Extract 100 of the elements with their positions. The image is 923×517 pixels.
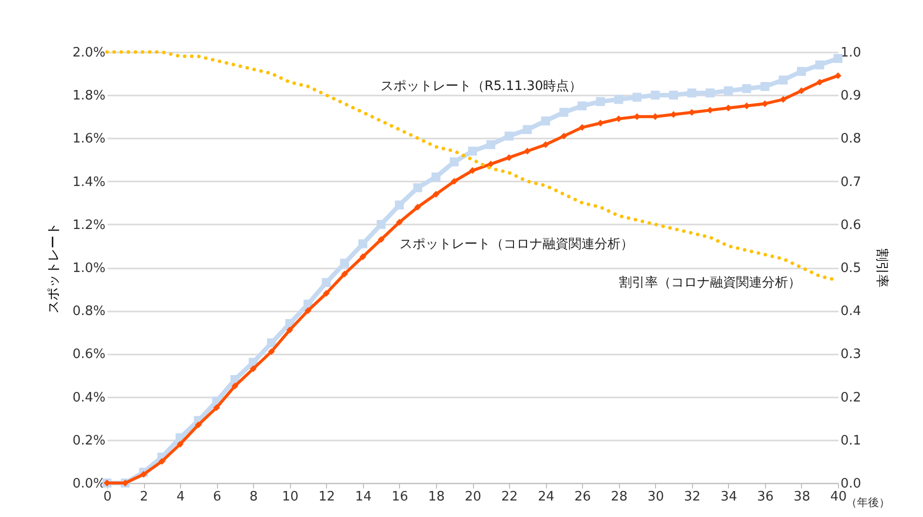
y-tick-label: 1.6% <box>72 132 106 147</box>
point <box>250 365 257 372</box>
point <box>176 440 184 448</box>
series-label: 割引率（コロナ融資関連分析） <box>619 274 802 290</box>
point <box>213 404 220 411</box>
y2-tick-label: 0.2 <box>840 390 862 406</box>
x-tick-label: 30 <box>647 490 664 504</box>
point <box>596 97 605 106</box>
point <box>396 218 403 226</box>
series-label: スポットレート（コロナ融資関連分析） <box>399 237 634 252</box>
y-tick-label: 0.8% <box>72 304 106 320</box>
x-tick-label: 36 <box>757 490 774 504</box>
x-tick-label: 40 <box>830 490 847 504</box>
x-tick-label: 4 <box>176 490 185 504</box>
y2-tick-label: 0.1 <box>840 433 862 448</box>
point <box>506 154 512 161</box>
point <box>414 204 422 211</box>
point <box>650 90 660 100</box>
point <box>341 270 348 278</box>
x-axis-title: （年後） <box>846 496 890 509</box>
point <box>706 88 715 98</box>
point <box>578 124 586 131</box>
y2-tick-label: 0.0 <box>840 476 862 492</box>
x-tick-label: 18 <box>428 490 445 504</box>
point <box>542 141 549 148</box>
point <box>762 100 768 108</box>
y-tick-label: 1.4% <box>72 174 106 190</box>
point <box>413 183 422 192</box>
y2-tick-label: 0.8 <box>840 132 862 147</box>
y2-axis-title: 割引率 <box>874 248 890 288</box>
y2-tick-label: 0.4 <box>840 304 862 320</box>
y-tick-label: 0.4% <box>72 390 106 406</box>
y2-tick-label: 0.5 <box>840 261 862 276</box>
point <box>670 111 677 118</box>
y-tick-label: 0.2% <box>72 433 106 448</box>
point <box>195 421 202 428</box>
point <box>158 458 166 465</box>
point <box>815 60 824 70</box>
x-tick-label: 24 <box>538 490 554 504</box>
point <box>796 66 806 76</box>
point <box>687 88 696 98</box>
point <box>322 278 331 288</box>
y2-tick-label: 1.0 <box>840 46 862 60</box>
y-axis-title: スポットレート <box>46 222 62 314</box>
x-tick-label: 16 <box>392 490 408 504</box>
point <box>578 101 587 110</box>
point <box>469 167 476 174</box>
x-tick-label: 38 <box>794 490 810 504</box>
x-tick-label: 12 <box>318 490 336 504</box>
point <box>669 90 678 100</box>
x-tick-label: 20 <box>464 490 482 504</box>
point <box>541 116 550 126</box>
x-tick-label: 34 <box>720 490 738 504</box>
y2-tick-label: 0.6 <box>840 218 862 233</box>
point <box>632 92 642 102</box>
point <box>340 258 350 268</box>
point <box>358 239 368 248</box>
point <box>724 86 733 96</box>
point <box>450 157 459 166</box>
point <box>140 471 147 478</box>
point <box>286 326 294 334</box>
point <box>743 102 750 110</box>
y2-tick-label: 0.9 <box>840 88 862 104</box>
point <box>376 220 386 229</box>
point <box>487 160 494 168</box>
point <box>742 84 752 94</box>
point <box>268 348 275 355</box>
x-tick-label: 28 <box>610 490 628 504</box>
x-tick-label: 6 <box>213 490 222 504</box>
point <box>450 178 458 185</box>
point <box>486 140 496 150</box>
point <box>359 253 366 260</box>
point <box>614 94 624 104</box>
x-tick-label: 8 <box>250 490 258 504</box>
point <box>322 290 330 297</box>
point <box>468 146 477 156</box>
point <box>816 78 824 86</box>
point <box>706 106 714 114</box>
point <box>834 72 842 80</box>
point <box>760 82 770 91</box>
point <box>378 236 384 243</box>
point <box>432 190 440 198</box>
point <box>798 87 805 94</box>
y-tick-label: 0.6% <box>72 347 106 362</box>
x-tick-label: 0 <box>103 490 112 504</box>
point <box>559 108 568 117</box>
y-tick-label: 2.0% <box>72 46 106 60</box>
point <box>394 200 404 210</box>
x-tick-label: 32 <box>684 490 701 504</box>
point <box>524 148 531 154</box>
point <box>232 382 238 390</box>
x-tick-label: 14 <box>355 490 372 504</box>
y-tick-label: 1.0% <box>72 261 106 276</box>
point <box>560 132 568 140</box>
x-tick-label: 2 <box>140 490 148 504</box>
y2-tick-label: 0.7 <box>840 174 862 190</box>
x-tick-label: 22 <box>501 490 518 504</box>
series-label: スポットレート（R5.11.30時点） <box>380 78 582 94</box>
point <box>304 307 312 314</box>
point <box>267 338 276 348</box>
